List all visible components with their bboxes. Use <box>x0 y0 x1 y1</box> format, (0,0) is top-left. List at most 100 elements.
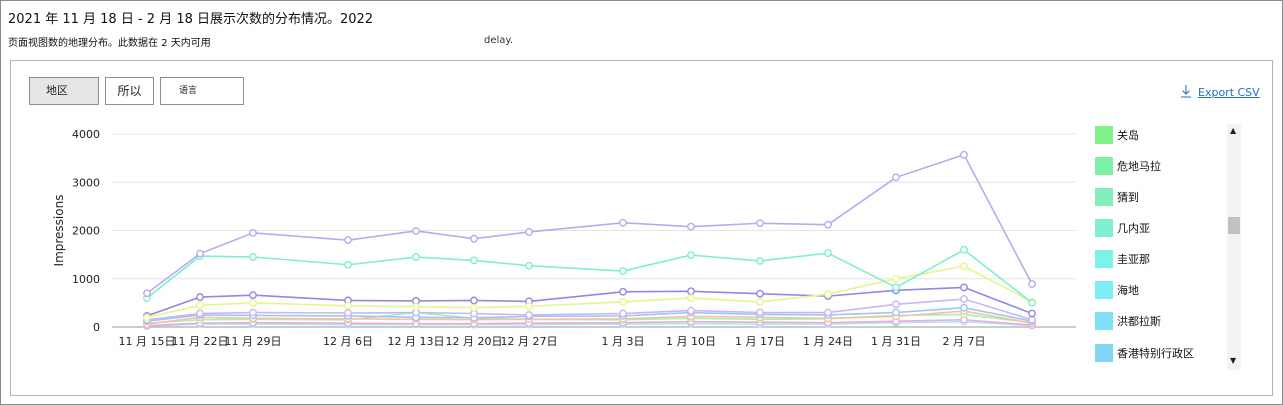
legend-swatch <box>1095 219 1113 237</box>
legend-item[interactable]: 危地马拉 <box>1087 155 1227 177</box>
legend-label: 圭亚那 <box>1117 253 1150 266</box>
legend-label: 危地马拉 <box>1117 160 1161 173</box>
data-point <box>687 294 695 302</box>
x-tick-label: 12 月 27日 <box>501 335 558 348</box>
data-point <box>249 229 257 237</box>
data-point <box>824 249 832 258</box>
y-tick-label: 1000 <box>72 273 100 286</box>
legend-item[interactable]: 圭亚那 <box>1087 248 1227 270</box>
delay-note: delay. <box>484 35 514 46</box>
data-point <box>470 256 478 265</box>
data-point <box>525 261 533 270</box>
x-tick-label: 11 月 22日 <box>172 335 229 348</box>
series-layer <box>143 150 1036 330</box>
data-point <box>344 236 352 245</box>
legend-item[interactable]: 关岛 <box>1087 124 1227 146</box>
download-icon[interactable] <box>1180 84 1192 98</box>
series-line <box>146 298 1033 321</box>
data-point <box>756 308 764 317</box>
y-tick-label: 0 <box>93 321 100 334</box>
data-point <box>1028 280 1036 288</box>
data-point <box>412 227 420 235</box>
x-tick-label: 11 月 29日 <box>225 335 282 348</box>
data-point <box>960 245 968 254</box>
legend-item[interactable]: 几内亚 <box>1087 217 1227 239</box>
legend-swatch <box>1095 344 1113 362</box>
series-line <box>146 320 1033 327</box>
x-tick-label: 12 月 13日 <box>388 335 445 348</box>
series-line <box>146 286 1033 317</box>
data-point <box>960 262 968 271</box>
data-point <box>824 220 832 229</box>
legend-item[interactable]: 香港特别行政区 <box>1087 342 1227 364</box>
legend-scrollbar[interactable]: ▲ ▼ <box>1227 124 1241 370</box>
x-tick-label: 2 月 7日 <box>943 335 986 348</box>
series-line <box>146 306 1033 323</box>
data-point <box>249 308 257 317</box>
series-line <box>146 318 1033 327</box>
legend-item[interactable]: 猜到 <box>1087 186 1227 208</box>
data-point <box>960 283 968 292</box>
legend-item[interactable]: 洪都拉斯 <box>1087 310 1227 332</box>
data-point <box>470 303 478 312</box>
legend-label: 香港特别行政区 <box>1117 347 1194 360</box>
scroll-up-icon[interactable]: ▲ <box>1230 126 1237 135</box>
legend: 关岛危地马拉猜到几内亚圭亚那海地洪都拉斯香港特别行政区 <box>1087 122 1243 372</box>
x-tick-label: 1 月 10日 <box>666 335 716 348</box>
y-tick-label: 3000 <box>72 176 100 189</box>
legend-swatch <box>1095 157 1113 175</box>
data-point <box>412 302 420 311</box>
page-subtitle: 页面视图数的地理分布。此数据在 2 天内可用 <box>8 38 211 49</box>
data-point <box>960 303 968 312</box>
x-tick-label: 11 月 15日 <box>119 335 176 348</box>
scroll-thumb[interactable] <box>1228 217 1240 234</box>
data-point <box>892 283 900 292</box>
data-point <box>1028 298 1036 307</box>
legend-swatch <box>1095 188 1113 206</box>
series-line <box>146 310 1033 325</box>
legend-label: 洪都拉斯 <box>1117 315 1161 328</box>
y-tick-label: 2000 <box>72 225 100 238</box>
export-csv-link[interactable]: Export CSV <box>1198 86 1260 99</box>
tab-region[interactable]: 地区 <box>29 77 99 105</box>
tab-language[interactable]: 语言 <box>160 77 244 105</box>
data-point <box>824 290 832 299</box>
data-point <box>196 293 204 301</box>
series-line <box>146 248 1033 304</box>
data-point <box>344 260 352 269</box>
series-line <box>146 153 1033 294</box>
data-point <box>756 289 764 298</box>
legend-label: 猜到 <box>1117 191 1139 204</box>
data-point <box>412 253 420 261</box>
data-point <box>619 267 627 275</box>
data-point <box>960 150 968 159</box>
data-point <box>892 300 900 309</box>
data-point <box>525 302 533 311</box>
data-point <box>470 296 478 305</box>
data-point <box>619 287 627 296</box>
legend-label: 海地 <box>1117 284 1139 297</box>
x-tick-label: 12 月 6日 <box>323 335 373 348</box>
x-tick-label: 1 月 24日 <box>803 335 853 348</box>
data-point <box>249 253 257 261</box>
legend-swatch <box>1095 126 1113 144</box>
data-point <box>196 249 204 258</box>
data-point <box>687 306 695 315</box>
chart-panel <box>10 60 1273 396</box>
data-point <box>1028 315 1036 324</box>
legend-swatch <box>1095 281 1113 299</box>
legend-item[interactable]: 海地 <box>1087 279 1227 301</box>
data-point <box>249 291 257 300</box>
y-axis-label: Impressions <box>52 195 66 267</box>
page-title: 2021 年 11 月 18 日 - 2 月 18 日展示次数的分布情况。202… <box>8 12 374 27</box>
data-point <box>344 301 352 310</box>
grid-layer <box>112 133 1076 328</box>
data-point <box>892 173 900 182</box>
data-point <box>756 219 764 228</box>
y-tick-label: 4000 <box>72 128 100 141</box>
scroll-down-icon[interactable]: ▼ <box>1230 356 1237 365</box>
tab-os[interactable]: 所以 <box>105 77 154 105</box>
legend-swatch <box>1095 312 1113 330</box>
